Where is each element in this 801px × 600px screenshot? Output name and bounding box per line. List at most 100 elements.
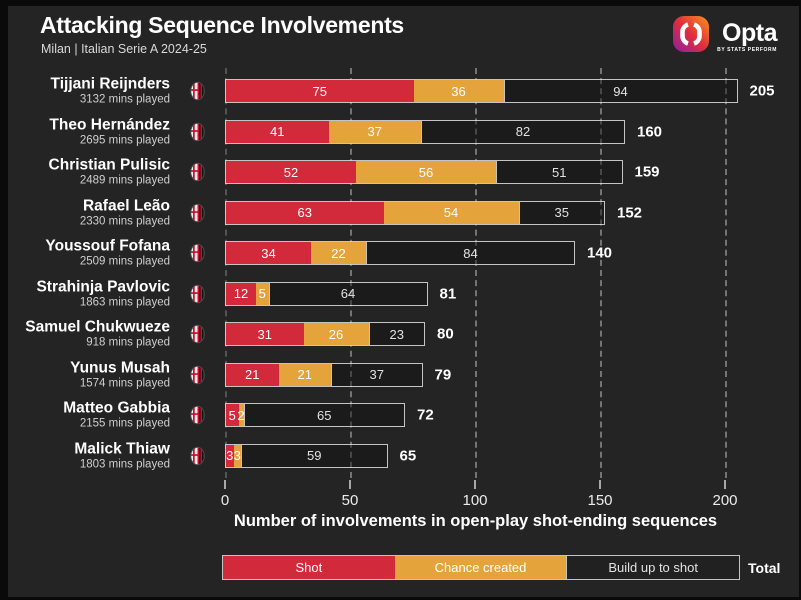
legend-item-shot: Shot: [223, 556, 395, 579]
bar-segment-chance-created: 22: [311, 242, 366, 264]
stacked-bar: 12 5 64: [225, 281, 428, 306]
bar-segment-shot: 63: [226, 201, 384, 224]
grid-layer: 0 50 100 150 200: [8, 6, 799, 597]
player-label: Strahinja Pavlovic 1863 mins played: [8, 278, 170, 309]
stacked-bar: 52 56 51: [225, 160, 623, 184]
player-mins-played: 918 mins played: [86, 336, 170, 349]
player-mins-played: 2489 mins played: [79, 174, 170, 187]
player-total: 160: [637, 123, 663, 140]
player-name: Christian Pulisic: [48, 156, 170, 174]
legend-item-chance-created: Chance created: [394, 556, 567, 579]
bar-segment-shot: 52: [226, 161, 356, 183]
player-label: Samuel Chukwueze 918 mins played: [8, 319, 170, 350]
player-total: 79: [434, 366, 452, 383]
chart-rows: Tijjani Reijnders 3132 mins played 75 36 94 2…: [8, 6, 799, 597]
player-mins-played: 2330 mins played: [79, 215, 170, 227]
player-name: Yunus Musah: [70, 359, 170, 376]
legend-item-build-up-to-shot: Build up to shot: [566, 556, 740, 579]
player-label: Yunus Musah 1574 mins played: [8, 359, 170, 390]
player-label: Tijjani Reijnders 3132 mins played: [8, 76, 170, 107]
stats-perform-tagline: BY STATS PERFORM: [717, 46, 777, 53]
x-axis-label: Number of involvements in open-play shot…: [233, 512, 718, 530]
gridline-0: [225, 68, 227, 478]
gridline-50: [350, 68, 352, 478]
x-tick-label: 100: [462, 492, 488, 509]
bar-segment-shot: 21: [226, 363, 279, 386]
player-row: Tijjani Reijnders 3132 mins played 75 36 94 2…: [8, 76, 799, 106]
x-tick-mark: [224, 480, 226, 489]
ac-milan-crest-icon: [190, 203, 205, 222]
player-total: 205: [749, 82, 775, 100]
player-label: Youssouf Fofana 2509 mins played: [8, 238, 170, 269]
page-subtitle: Milan | Italian Serie A 2024-25: [41, 42, 207, 56]
player-name: Theo Hernández: [49, 116, 170, 133]
opta-logo-icon: [673, 16, 710, 57]
legend-total-label: Total: [748, 559, 781, 576]
ac-milan-crest-icon: [190, 243, 205, 263]
bar-segment-shot: 41: [226, 120, 329, 143]
bar-segment-chance-created: 54: [383, 201, 519, 224]
stacked-bar: 75 36 94: [225, 79, 738, 103]
player-mins-played: 2155 mins played: [79, 417, 170, 430]
ac-milan-crest-icon: [190, 122, 205, 141]
bar-segment-chance-created: 5: [256, 282, 269, 305]
player-total: 65: [399, 447, 417, 464]
ac-milan-crest-icon: [190, 365, 205, 384]
player-name: Youssouf Fofana: [45, 237, 170, 255]
stacked-bar: 31 26 23: [225, 322, 425, 346]
bar-segment-build-up-to-shot: 35: [518, 201, 604, 224]
chart-panel: Attacking Sequence Involvements Milan | …: [8, 6, 799, 597]
gridline-200: [725, 68, 727, 478]
player-label: Christian Pulisic 2489 mins played: [8, 157, 170, 188]
player-label: Matteo Gabbia 2155 mins played: [8, 400, 170, 431]
player-total: 159: [634, 163, 660, 181]
player-total: 152: [617, 204, 643, 221]
player-total: 140: [587, 244, 613, 262]
bar-segment-chance-created: 26: [303, 323, 369, 345]
player-label: Malick Thiaw 1803 mins played: [8, 440, 170, 471]
stacked-bar: 41 37 82: [225, 119, 625, 144]
stacked-bar: 5 2 65: [225, 403, 405, 427]
bar-segment-build-up-to-shot: 84: [366, 242, 574, 264]
x-tick-label: 150: [587, 492, 613, 509]
bar-segment-chance-created: 56: [356, 161, 496, 183]
gridline-150: [600, 68, 602, 478]
player-total: 81: [439, 285, 457, 302]
bar-segment-build-up-to-shot: 59: [241, 444, 387, 467]
bar-segment-build-up-to-shot: 23: [368, 323, 424, 345]
player-row: Matteo Gabbia 2155 mins played 5 2 65 72: [8, 400, 799, 430]
bar-segment-chance-created: 36: [413, 80, 504, 102]
opta-wordmark: Opta: [722, 18, 777, 47]
legend: Shot Chance created Build up to shot: [222, 555, 740, 580]
bar-segment-shot: 12: [226, 282, 256, 305]
player-row: Yunus Musah 1574 mins played 21 21 37 79: [8, 359, 799, 389]
player-row: Malick Thiaw 1803 mins played 3 3 59 65: [8, 440, 799, 470]
player-name: Strahinja Pavlovic: [36, 278, 170, 295]
bar-segment-shot: 3: [226, 444, 234, 467]
x-tick-label: 50: [341, 492, 359, 509]
player-mins-played: 1863 mins played: [79, 296, 170, 308]
player-row: Rafael Leão 2330 mins played 63 54 35 152: [8, 197, 799, 227]
stacked-bar: 34 22 84: [225, 241, 575, 265]
ac-milan-crest-icon: [190, 405, 205, 425]
player-mins-played: 3132 mins played: [79, 93, 170, 106]
stacked-bar: 63 54 35: [225, 200, 605, 225]
bar-segment-chance-created: 37: [328, 120, 421, 143]
ac-milan-crest-icon: [190, 81, 205, 101]
bar-segment-shot: 75: [226, 80, 414, 102]
player-total: 80: [437, 325, 454, 343]
player-row: Strahinja Pavlovic 1863 mins played 12 5 64 8…: [8, 278, 799, 308]
player-label: Theo Hernández 2695 mins played: [8, 116, 170, 147]
player-mins-played: 1574 mins played: [79, 377, 170, 389]
opta-brand: Opta BY STATS PERFORM: [673, 16, 777, 57]
player-name: Samuel Chukwueze: [25, 318, 170, 336]
x-tick-mark: [474, 480, 476, 489]
bar-segment-shot: 5: [226, 404, 239, 426]
gridline-100: [475, 68, 477, 478]
x-tick-label: 0: [220, 492, 230, 509]
x-tick-mark: [349, 480, 351, 489]
player-row: Theo Hernández 2695 mins played 41 37 82 160: [8, 116, 799, 146]
player-row: Christian Pulisic 2489 mins played 52 56 51 1…: [8, 157, 799, 187]
player-name: Rafael Leão: [82, 197, 170, 214]
bar-segment-chance-created: 3: [233, 444, 241, 467]
